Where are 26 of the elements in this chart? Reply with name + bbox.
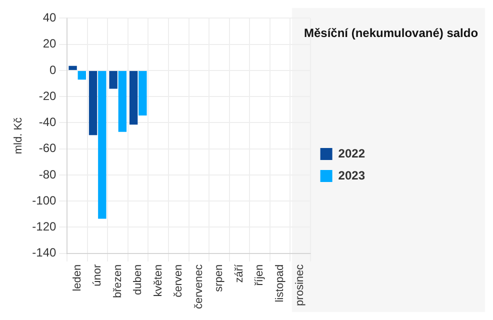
y-tick-label: 40 <box>42 10 57 25</box>
legend-label: 2023 <box>338 168 366 182</box>
x-tick-label: červenec <box>192 264 205 310</box>
x-tick-label: březen <box>112 264 124 298</box>
y-tick-label: 20 <box>42 36 57 51</box>
y-tick-label: 0 <box>50 62 57 77</box>
x-tick-label: listopad <box>274 264 286 302</box>
x-tick-label: duben <box>132 264 144 295</box>
y-axis-title: mld. Kč <box>12 116 25 154</box>
y-tick-label: -140 <box>32 246 57 260</box>
y-tick-label: -40 <box>38 115 57 130</box>
x-tick-label: leden <box>71 264 84 292</box>
y-tick-label: -60 <box>38 141 57 156</box>
y-tick-label: -20 <box>38 88 57 103</box>
y-tick-label: -100 <box>32 193 57 208</box>
x-tick-label: prosinec <box>294 264 306 306</box>
y-tick-label: -120 <box>32 220 57 234</box>
legend-label: 2022 <box>338 146 366 160</box>
x-tick-label: říjen <box>254 264 266 286</box>
x-tick-label: září <box>233 263 246 283</box>
text: Měsíční (nekumulované) saldo <box>304 26 480 40</box>
x-tick-label: květen <box>152 264 164 297</box>
x-tick-label: červen <box>172 264 185 298</box>
y-tick-label: -80 <box>38 167 57 182</box>
x-tick-label: srpen <box>213 264 226 292</box>
x-tick-label: únor <box>92 264 104 286</box>
